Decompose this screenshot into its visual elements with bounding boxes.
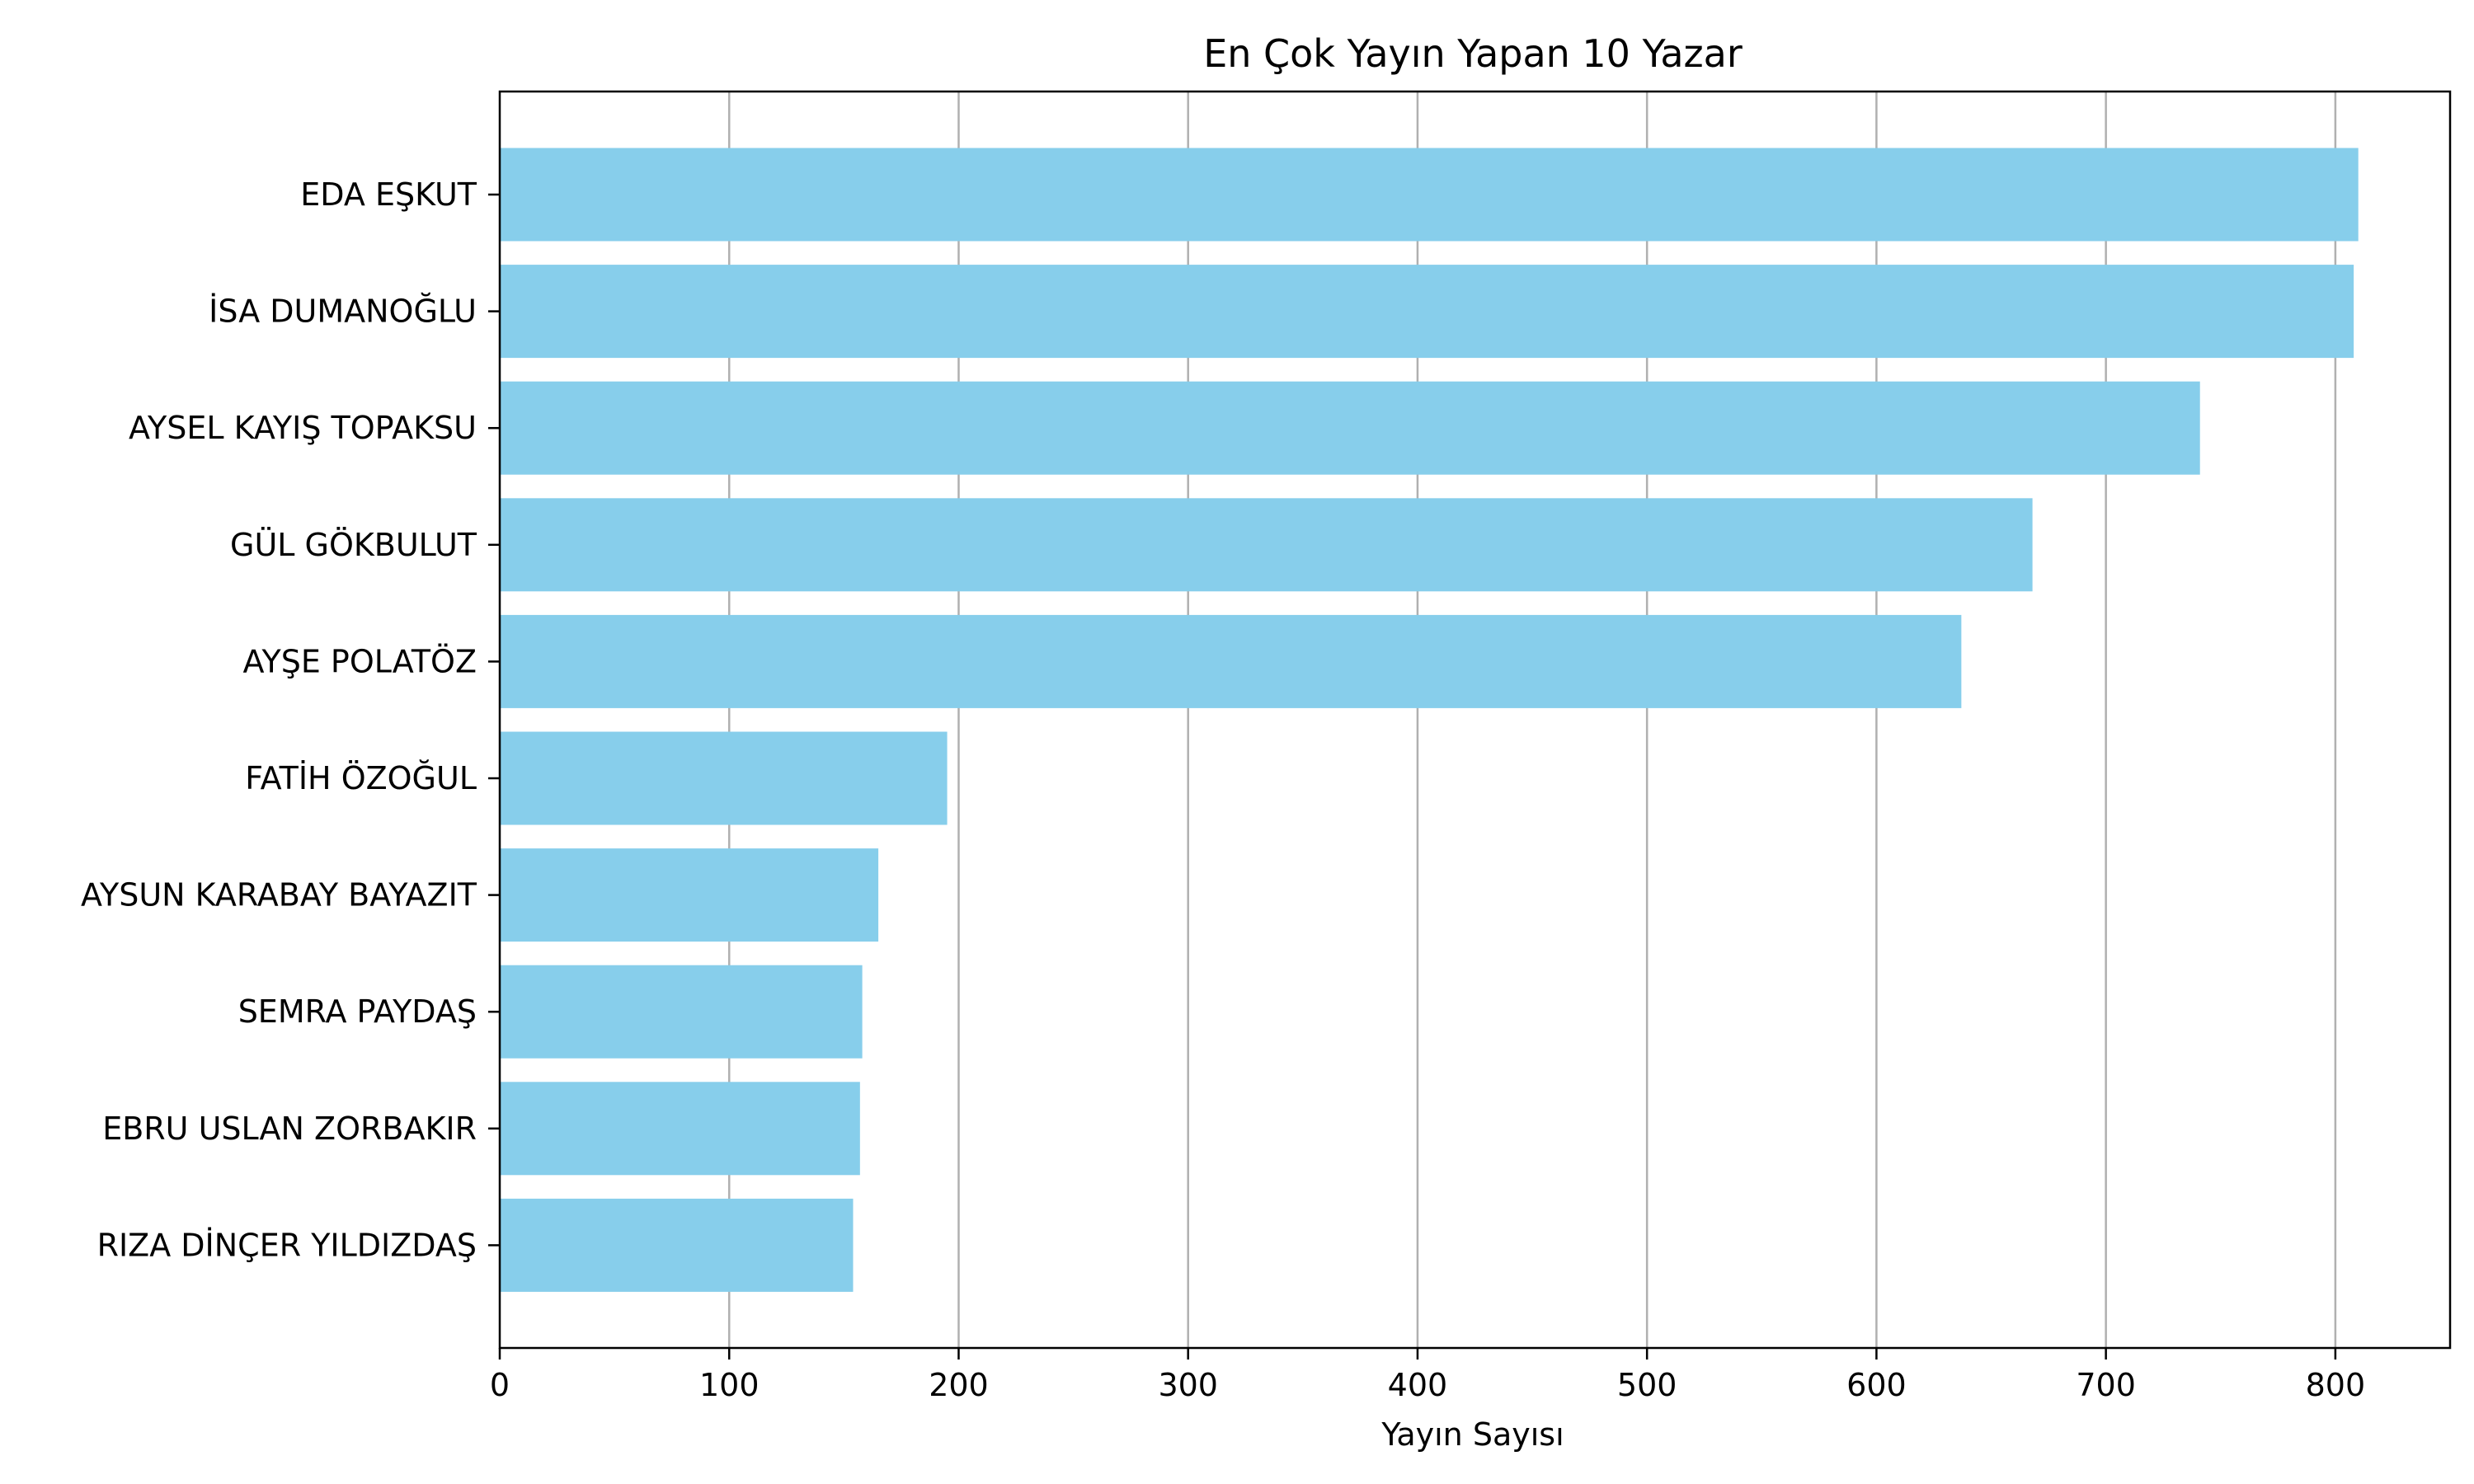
bar (500, 614, 1962, 708)
y-tick-label: İSA DUMANOĞLU (209, 294, 477, 330)
bar (500, 731, 948, 825)
x-tick-label: 300 (1158, 1367, 1218, 1403)
x-tick-label: 600 (1846, 1367, 1907, 1403)
bar (500, 265, 2354, 359)
y-tick-label: RIZA DİNÇER YILDIZDAŞ (97, 1227, 477, 1263)
x-tick-label: 500 (1617, 1367, 1677, 1403)
y-tick-label: SEMRA PAYDAŞ (238, 993, 477, 1030)
axes-frame (498, 90, 2452, 1350)
y-tick-label: AYSUN KARABAY BAYAZIT (81, 877, 477, 913)
bar (500, 381, 2200, 475)
x-tick-label: 700 (2076, 1367, 2136, 1403)
bar (500, 1198, 854, 1292)
plot-area: EDA EŞKUT İSA DUMANOĞLU AYSEL KAYIŞ TOPAKS… (81, 90, 2452, 1403)
x-tick-label: 100 (699, 1367, 760, 1403)
y-tick-label: FATİH ÖZOĞUL (245, 760, 477, 796)
bar (500, 848, 879, 942)
y-tick-label: GÜL GÖKBULUT (230, 527, 477, 563)
bar (500, 965, 863, 1059)
x-tick-label: 200 (929, 1367, 989, 1403)
x-tick-label: 400 (1388, 1367, 1448, 1403)
y-tick-label: EBRU USLAN ZORBAKIR (102, 1111, 477, 1147)
bar (500, 498, 2033, 592)
y-tick-label: AYŞE POLATÖZ (242, 643, 477, 679)
y-tick-label: AYSEL KAYIŞ TOPAKSU (129, 410, 477, 446)
y-tick-label: EDA EŞKUT (300, 176, 477, 213)
bar (500, 148, 2359, 242)
x-tick-label: 800 (2306, 1367, 2366, 1403)
chart-title: En Çok Yayın Yapan 10 Yazar (1203, 31, 1743, 76)
x-axis-label: Yayın Sayısı (1380, 1416, 1564, 1453)
x-tick-label: 0 (490, 1367, 510, 1403)
bar (500, 1082, 860, 1176)
